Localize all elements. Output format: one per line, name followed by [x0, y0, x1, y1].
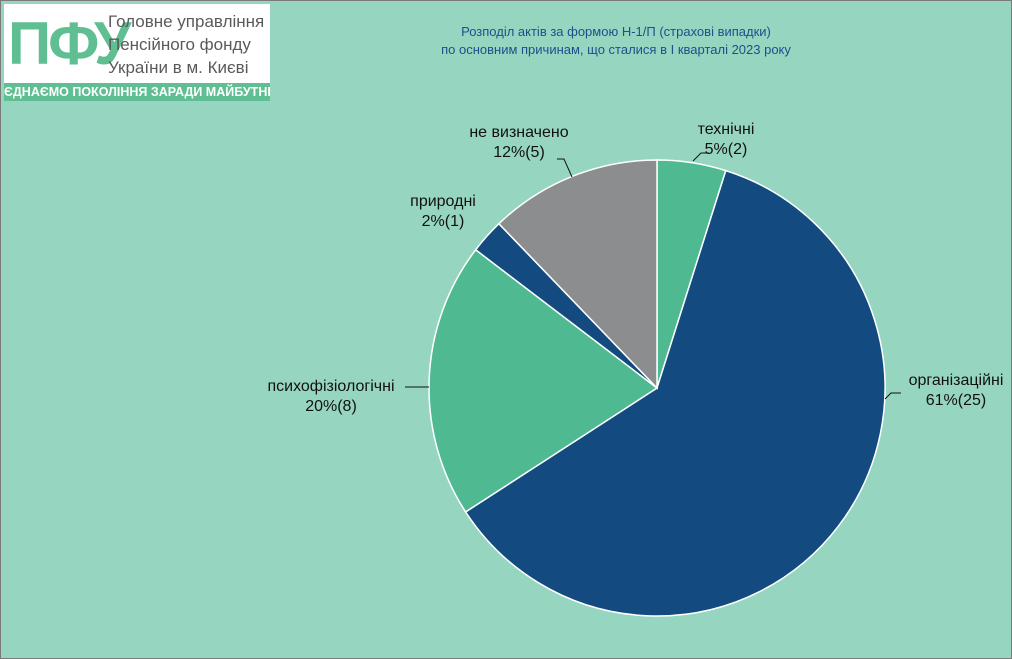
- slice-value-label-1: 61%(25): [926, 392, 986, 409]
- slice-label-3: природні: [410, 193, 476, 210]
- slice-label-0: технічні: [698, 121, 755, 138]
- logo-line-3: України в м. Києві: [108, 58, 249, 77]
- leader-line-4: [557, 158, 573, 178]
- logo-line-1: Головне управління: [108, 12, 265, 31]
- chart-subtitle: по основним причинам, що сталися в I ква…: [441, 42, 791, 57]
- pie-slice-1: [464, 169, 886, 617]
- chart-title: Розподіл актів за формою Н-1/П (страхові…: [461, 24, 771, 39]
- leader-line-0: [692, 152, 709, 162]
- logo-mark: ПФУ: [8, 10, 131, 77]
- slice-value-label-3: 2%(1): [422, 213, 465, 230]
- logo-line-2: Пенсійного фонду: [108, 35, 251, 54]
- slice-label-4: не визначено: [469, 124, 568, 141]
- slice-label-2: психофізіологічні: [267, 378, 394, 395]
- slice-value-label-0: 5%(2): [705, 141, 748, 158]
- slice-value-label-4: 12%(5): [493, 144, 545, 161]
- logo-tagline: ЄДНАЄМО ПОКОЛІННЯ ЗАРАДИ МАЙБУТНЬОГО: [4, 83, 270, 101]
- pfu-logo: ПФУ Головне управління Пенсійного фонду …: [4, 4, 270, 101]
- logo-text: Головне управління Пенсійного фонду Укра…: [108, 10, 264, 79]
- slice-label-1: організаційні: [909, 372, 1004, 389]
- pie-slice-2: [428, 248, 659, 513]
- slice-value-label-2: 20%(8): [305, 398, 357, 415]
- chart-title-block: Розподіл актів за формою Н-1/П (страхові…: [331, 23, 901, 59]
- leader-line-1: [884, 392, 901, 400]
